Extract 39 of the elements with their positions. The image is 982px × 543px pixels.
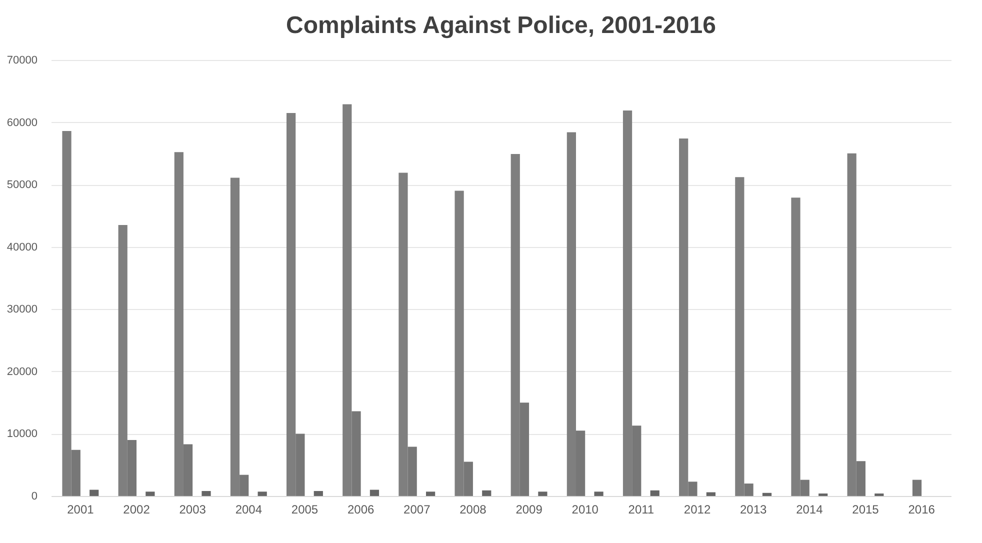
x-tick-label: 2015	[852, 502, 880, 516]
x-tick-label: 2004	[235, 502, 262, 516]
x-tick-label: 2009	[516, 502, 543, 516]
bar	[594, 492, 604, 496]
bar	[426, 492, 436, 496]
x-tick-label: 2002	[123, 502, 150, 516]
y-tick-label: 60000	[6, 116, 38, 129]
x-tick-label: 2016	[908, 502, 936, 516]
bar	[258, 492, 267, 496]
chart-title: Complaints Against Police, 2001-2016	[286, 12, 716, 39]
x-tick-label: 2006	[347, 502, 374, 516]
x-tick-label: 2010	[572, 502, 599, 516]
bar	[482, 490, 492, 496]
bar	[202, 491, 211, 496]
y-tick-label: 50000	[6, 179, 38, 192]
y-tick-label: 20000	[6, 366, 38, 378]
x-tick-label: 2013	[740, 502, 768, 516]
x-tick-label: 2003	[179, 502, 206, 516]
bar	[370, 490, 380, 496]
x-tick-label: 2007	[404, 502, 431, 516]
bar	[762, 492, 772, 496]
x-tick-label: 2014	[796, 502, 824, 516]
x-tick-label: 2011	[628, 502, 654, 516]
y-tick-label: 40000	[6, 241, 38, 254]
bar	[146, 492, 155, 496]
bar	[650, 490, 660, 496]
bar	[90, 490, 99, 496]
x-tick-label: 2008	[460, 502, 487, 516]
x-tick-label: 2005	[291, 502, 318, 516]
y-tick-label: 10000	[6, 428, 38, 440]
bar	[706, 492, 716, 496]
y-tick-label: 30000	[6, 304, 38, 316]
y-tick-label: 0	[31, 490, 38, 502]
x-tick-label: 2012	[684, 502, 711, 516]
bar	[314, 491, 323, 496]
y-tick-label: 70000	[6, 54, 38, 66]
x-tick-label: 2001	[67, 502, 94, 516]
bar	[912, 480, 922, 496]
bar	[538, 492, 548, 496]
